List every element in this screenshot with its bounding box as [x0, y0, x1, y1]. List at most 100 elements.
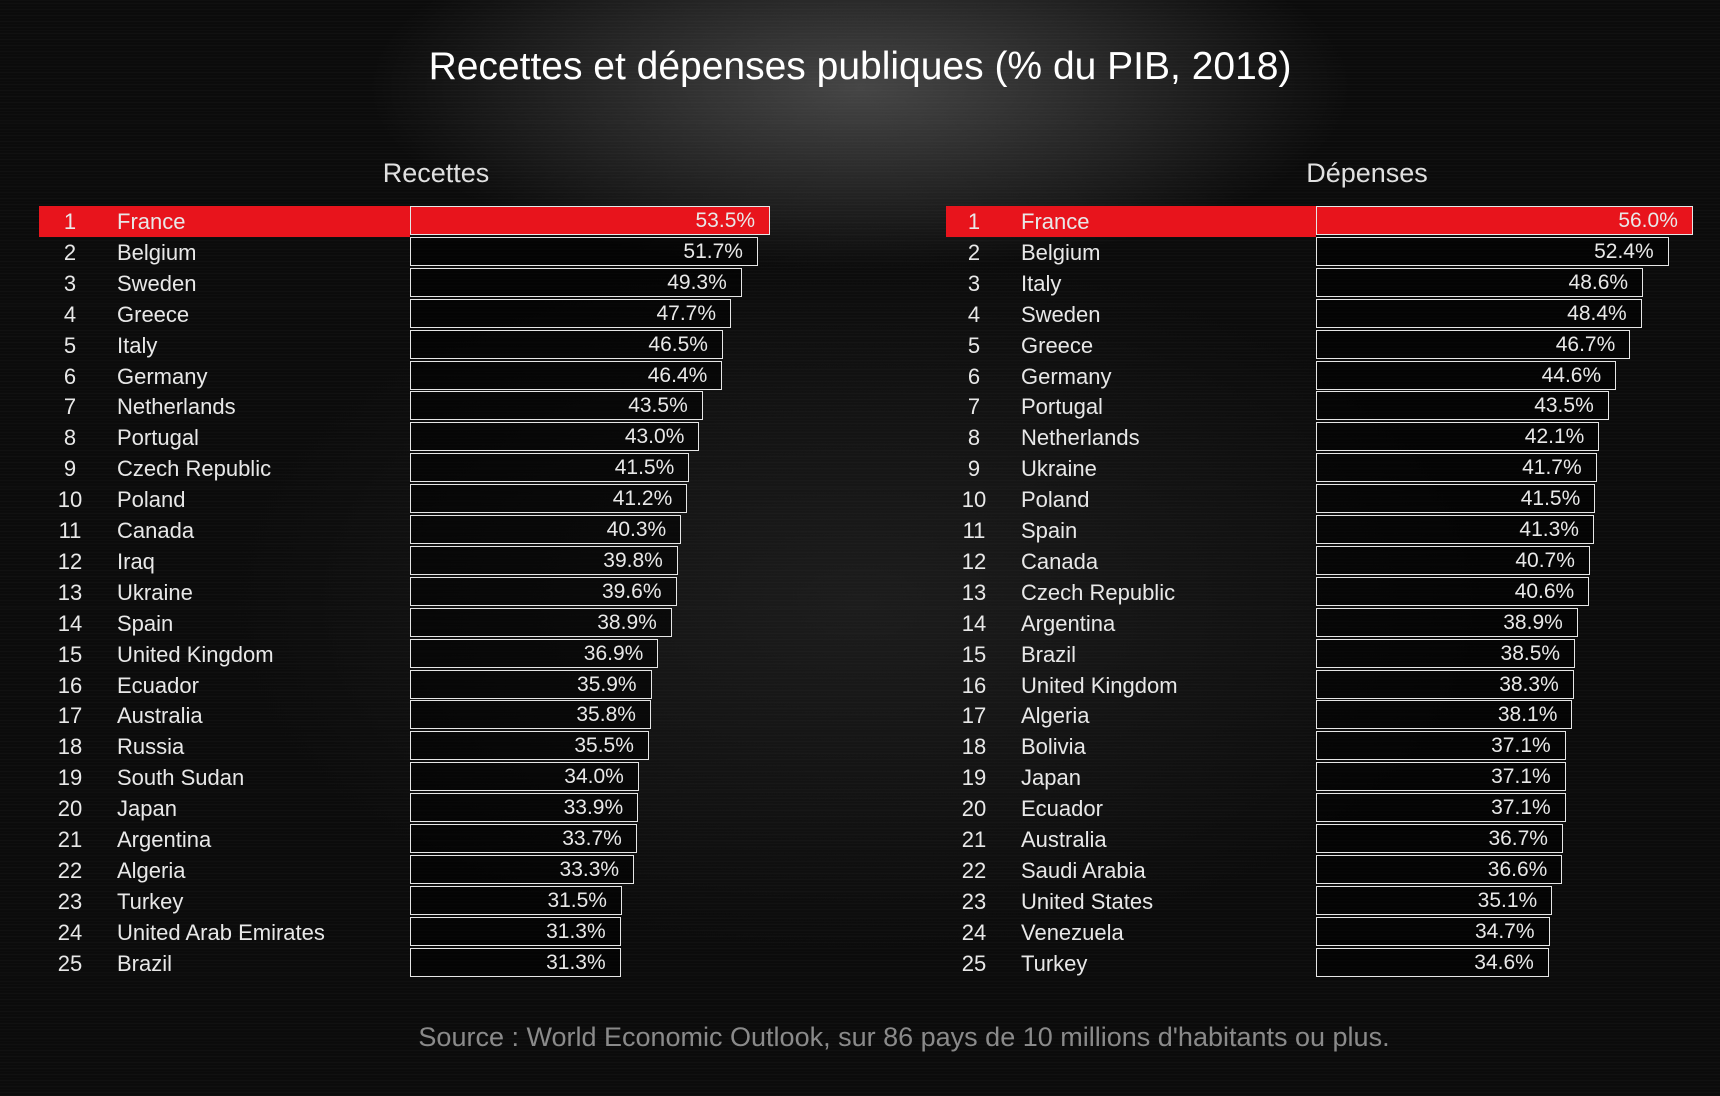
chart-row: 5 Greece 46.7% — [0, 329, 1720, 361]
country-label: Ecuador — [1021, 796, 1103, 822]
value-label: 38.5% — [1500, 641, 1561, 665]
chart-row: 21 Argentina 33.7% — [0, 824, 1720, 855]
country-label: Italy — [1021, 270, 1062, 296]
chart-row: 8 Netherlands 42.1% — [0, 422, 1720, 453]
chart-row: 3 Italy 48.6% — [0, 267, 1720, 299]
rank-label: 6 — [967, 363, 981, 389]
value-label: 34.6% — [1474, 950, 1534, 974]
country-label: Belgium — [117, 239, 197, 265]
country-label: Czech Republic — [1021, 579, 1176, 605]
rank-label: 15 — [57, 641, 83, 667]
chart-row: 24 United Arab Emirates 31.3% — [0, 916, 1720, 948]
chart-row: 6 Germany 46.4% — [0, 360, 1720, 392]
country-label: Spain — [117, 610, 174, 636]
bar: 52.4% — [1316, 236, 1669, 266]
country-label: Germany — [117, 363, 208, 389]
rank-label: 22 — [57, 857, 83, 883]
panel-title-recettes: Recettes — [382, 158, 490, 188]
country-label: Ukraine — [1021, 456, 1097, 482]
value-label: 33.9% — [563, 796, 624, 820]
rank-label: 12 — [961, 548, 987, 574]
value-label: 47.7% — [656, 301, 717, 325]
chart-row: 18 Bolivia 37.1% — [0, 731, 1720, 762]
value-label: 43.5% — [1534, 394, 1594, 418]
value-label: 39.6% — [601, 579, 662, 603]
rank-label: 24 — [57, 919, 83, 945]
chart-row: 20 Japan 33.9% — [0, 793, 1720, 824]
chart-row: 11 Canada 40.3% — [0, 515, 1720, 546]
country-label: Saudi Arabia — [1021, 857, 1146, 883]
chart-row: 4 Sweden 48.4% — [0, 298, 1720, 330]
chart-row: 19 Japan 37.1% — [0, 762, 1720, 793]
value-label: 39.8% — [603, 548, 663, 572]
value-label: 38.1% — [1497, 703, 1558, 727]
chart-row: 8 Portugal 43.0% — [0, 422, 1720, 453]
country-label: Australia — [117, 703, 203, 729]
rank-label: 19 — [961, 765, 987, 791]
country-label: United Kingdom — [117, 641, 274, 667]
value-label: 38.9% — [597, 610, 657, 634]
country-label: Australia — [1021, 827, 1107, 852]
chart-row: 7 Netherlands 43.5% — [0, 391, 1720, 422]
bar: 39.8% — [410, 545, 678, 575]
country-label: Canada — [117, 518, 195, 543]
chart-row: 9 Ukraine 41.7% — [0, 453, 1720, 484]
rank-label: 10 — [961, 487, 987, 513]
chart-row: 12 Canada 40.7% — [0, 545, 1720, 577]
rank-label: 10 — [57, 487, 83, 513]
bar: 41.7% — [1316, 453, 1597, 483]
bar: 48.4% — [1316, 298, 1642, 328]
chart-row: 17 Australia 35.8% — [0, 700, 1720, 731]
value-label: 35.1% — [1477, 888, 1538, 912]
chart-row: 23 United States 35.1% — [0, 885, 1720, 917]
chart-row: 16 United Kingdom 38.3% — [0, 669, 1720, 701]
rank-label: 14 — [57, 610, 83, 636]
rank-label: 19 — [57, 765, 83, 791]
highlight-band — [946, 206, 1316, 237]
country-label: Turkey — [1021, 950, 1088, 976]
rank-label: 23 — [961, 888, 987, 914]
bar: 46.7% — [1316, 329, 1631, 359]
rank-label: 16 — [961, 672, 987, 698]
rank-label: 11 — [962, 518, 986, 543]
bar: 33.3% — [410, 854, 635, 884]
rank-label: 13 — [961, 579, 987, 605]
chart-row: 1 France 53.5% — [0, 206, 1720, 237]
bar: 46.5% — [410, 329, 723, 359]
bar: 51.7% — [410, 236, 758, 266]
country-label: France — [1021, 209, 1090, 234]
bar: 36.7% — [1316, 824, 1563, 853]
bar: 36.6% — [1316, 854, 1563, 884]
chart-row: 15 United Kingdom 36.9% — [0, 638, 1720, 670]
rank-label: 3 — [967, 270, 981, 296]
chart-row: 14 Argentina 38.9% — [0, 607, 1720, 639]
country-label: Portugal — [1021, 394, 1103, 420]
value-label: 48.6% — [1568, 270, 1629, 294]
country-label: Italy — [117, 332, 158, 358]
bar: 56.0% — [1316, 206, 1693, 235]
chart-row: 16 Ecuador 35.9% — [0, 669, 1720, 701]
rank-label: 20 — [961, 796, 987, 822]
chart-row: 2 Belgium 52.4% — [0, 236, 1720, 268]
bar: 43.5% — [1316, 391, 1609, 421]
value-label: 36.7% — [1488, 827, 1548, 850]
chart-row: 20 Ecuador 37.1% — [0, 793, 1720, 824]
value-label: 43.0% — [624, 425, 685, 449]
chart-row: 10 Poland 41.2% — [0, 484, 1720, 515]
bar: 43.5% — [410, 391, 703, 421]
country-label: South Sudan — [117, 765, 245, 791]
country-label: Argentina — [117, 827, 212, 852]
value-label: 44.6% — [1541, 363, 1602, 387]
rank-label: 23 — [57, 888, 83, 914]
country-label: Iraq — [117, 548, 155, 574]
value-label: 41.5% — [614, 456, 675, 480]
value-label: 34.0% — [564, 765, 624, 789]
rank-label: 21 — [57, 827, 83, 852]
rank-label: 7 — [63, 394, 77, 420]
chart-row: 13 Czech Republic 40.6% — [0, 576, 1720, 608]
bar: 34.0% — [410, 762, 639, 792]
rank-label: 5 — [63, 332, 77, 358]
value-label: 40.6% — [1514, 579, 1575, 603]
country-label: United Kingdom — [1021, 672, 1178, 698]
bar: 34.7% — [1316, 916, 1550, 946]
